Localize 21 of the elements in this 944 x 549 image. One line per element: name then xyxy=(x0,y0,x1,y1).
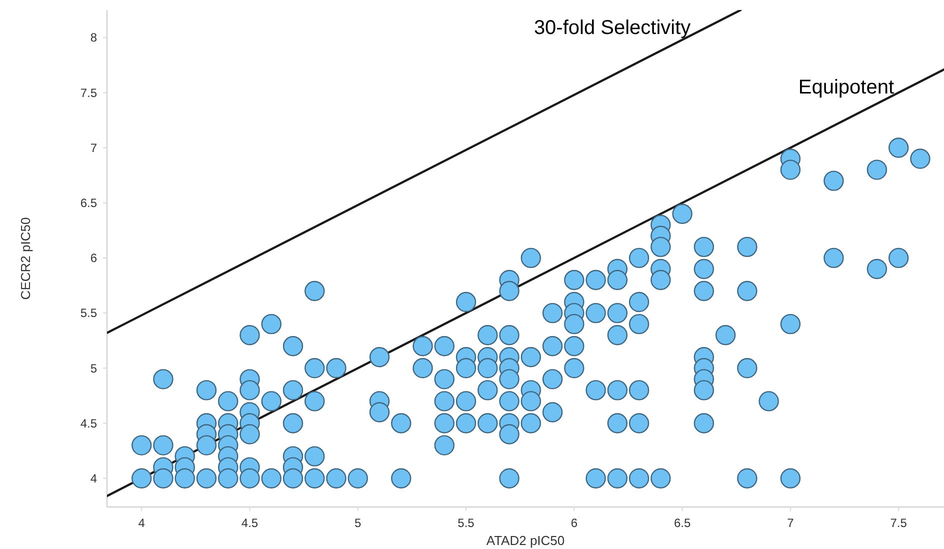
x-axis-title: ATAD2 pIC50 xyxy=(486,533,565,548)
x-tick-label: 4 xyxy=(138,516,146,530)
x-tick-label: 6.5 xyxy=(674,516,691,530)
y-tick-label: 7.5 xyxy=(80,86,98,100)
x-tick-label: 4.5 xyxy=(241,516,258,530)
y-tick-label: 7 xyxy=(90,140,98,155)
y-tick-label: 5 xyxy=(90,361,98,376)
y-tick-label: 8 xyxy=(90,30,98,45)
y-tick-label: 6.5 xyxy=(80,196,98,210)
y-tick-label: 4 xyxy=(90,472,98,486)
x-tick-label: 5 xyxy=(354,516,362,530)
x-tick-label: 7 xyxy=(787,516,794,530)
y-tick-label: 6 xyxy=(90,251,98,266)
y-axis-title: CECR2 pIC50 xyxy=(18,217,33,300)
x-tick-label: 6 xyxy=(570,516,578,530)
y-tick-label: 5.5 xyxy=(80,306,98,320)
series-label: Equipotent xyxy=(798,76,894,99)
x-tick-label: 7.5 xyxy=(890,516,908,530)
x-tick-label: 5.5 xyxy=(458,516,475,530)
series-label: 30-fold Selectivity xyxy=(534,17,691,39)
y-tick-label: 4.5 xyxy=(80,416,98,430)
